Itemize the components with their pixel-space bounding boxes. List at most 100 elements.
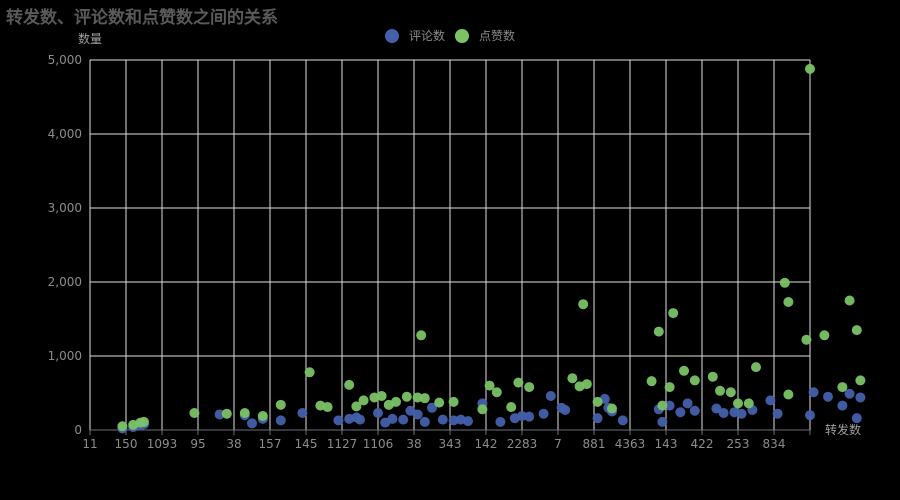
point-comments[interactable] <box>247 418 257 429</box>
point-comments[interactable] <box>214 409 225 420</box>
point-comments[interactable] <box>855 392 866 403</box>
point-comments[interactable] <box>297 407 308 418</box>
point-likes[interactable] <box>358 395 369 406</box>
point-likes[interactable] <box>491 387 502 398</box>
point-likes[interactable] <box>434 397 445 408</box>
point-comments[interactable] <box>538 408 549 419</box>
point-comments[interactable] <box>560 405 571 416</box>
point-likes[interactable] <box>819 330 830 341</box>
point-comments[interactable] <box>448 415 459 426</box>
point-likes[interactable] <box>855 375 866 386</box>
point-likes[interactable] <box>513 377 524 388</box>
point-likes[interactable] <box>239 407 250 418</box>
point-likes[interactable] <box>412 392 423 403</box>
point-likes[interactable] <box>448 396 459 407</box>
point-likes[interactable] <box>419 393 430 404</box>
point-likes[interactable] <box>376 390 387 401</box>
point-likes[interactable] <box>801 334 812 345</box>
point-likes[interactable] <box>657 400 668 411</box>
point-likes[interactable] <box>607 403 617 414</box>
point-comments[interactable] <box>808 387 819 398</box>
point-likes[interactable] <box>805 63 815 74</box>
point-likes[interactable] <box>139 416 149 427</box>
point-likes[interactable] <box>477 404 488 415</box>
point-likes[interactable] <box>844 295 855 306</box>
point-likes[interactable] <box>416 330 427 341</box>
point-comments[interactable] <box>524 411 535 422</box>
point-likes[interactable] <box>725 387 736 398</box>
point-likes[interactable] <box>689 375 700 386</box>
point-comments[interactable] <box>437 414 448 425</box>
point-likes[interactable] <box>707 371 718 382</box>
point-likes[interactable] <box>715 385 725 396</box>
point-comments[interactable] <box>718 407 729 418</box>
point-comments[interactable] <box>736 408 747 419</box>
x-tick-label: 1106 <box>363 437 394 451</box>
point-likes[interactable] <box>391 396 401 407</box>
point-likes[interactable] <box>851 325 862 336</box>
point-likes[interactable] <box>351 401 362 412</box>
point-comments[interactable] <box>765 395 776 406</box>
point-likes[interactable] <box>189 407 200 418</box>
point-comments[interactable] <box>675 407 686 418</box>
point-comments[interactable] <box>689 405 700 416</box>
point-likes[interactable] <box>322 402 333 413</box>
point-comments[interactable] <box>398 414 409 425</box>
point-comments[interactable] <box>844 388 855 399</box>
point-likes[interactable] <box>779 277 790 288</box>
point-likes[interactable] <box>653 326 664 337</box>
point-likes[interactable] <box>751 362 761 373</box>
point-comments[interactable] <box>837 400 848 411</box>
point-likes[interactable] <box>567 373 578 384</box>
point-comments[interactable] <box>495 416 506 427</box>
point-likes[interactable] <box>679 365 689 376</box>
point-likes[interactable] <box>304 367 315 378</box>
point-likes[interactable] <box>592 396 603 407</box>
point-likes[interactable] <box>733 398 743 409</box>
point-likes[interactable] <box>646 376 657 387</box>
point-likes[interactable] <box>257 410 268 421</box>
point-likes[interactable] <box>664 382 675 393</box>
point-comments[interactable] <box>355 414 365 425</box>
point-comments[interactable] <box>545 390 556 401</box>
point-comments[interactable] <box>373 407 383 418</box>
point-comments[interactable] <box>412 409 423 420</box>
point-comments[interactable] <box>333 415 344 426</box>
point-likes[interactable] <box>221 408 232 419</box>
legend-item-likes[interactable]: 点赞数 <box>455 28 515 43</box>
point-comments[interactable] <box>592 413 603 424</box>
point-comments[interactable] <box>517 410 527 421</box>
legend-item-comments[interactable]: 评论数 <box>385 28 445 43</box>
point-comments[interactable] <box>419 416 430 427</box>
point-comments[interactable] <box>617 415 628 426</box>
point-comments[interactable] <box>805 410 815 421</box>
point-comments[interactable] <box>387 413 398 424</box>
point-likes[interactable] <box>581 379 592 390</box>
point-comments[interactable] <box>275 415 286 426</box>
point-likes[interactable] <box>837 382 848 393</box>
y-tick-label: 0 <box>74 423 82 437</box>
point-comments[interactable] <box>851 413 862 424</box>
point-likes[interactable] <box>524 382 535 393</box>
x-tick-label: 38 <box>226 437 241 451</box>
point-likes[interactable] <box>578 299 589 310</box>
point-comments[interactable] <box>823 391 833 402</box>
point-comments[interactable] <box>657 416 668 427</box>
legend[interactable]: 评论数 点赞数 <box>385 28 515 43</box>
point-likes[interactable] <box>484 380 495 391</box>
point-likes[interactable] <box>783 389 794 400</box>
point-likes[interactable] <box>275 399 286 410</box>
point-comments[interactable] <box>427 402 437 413</box>
point-likes[interactable] <box>668 308 679 319</box>
point-likes[interactable] <box>117 421 128 432</box>
point-comments[interactable] <box>711 403 722 414</box>
point-likes[interactable] <box>783 296 794 307</box>
point-likes[interactable] <box>743 398 754 409</box>
point-comments[interactable] <box>463 416 473 427</box>
point-likes[interactable] <box>344 379 355 390</box>
point-comments[interactable] <box>682 398 693 409</box>
point-likes[interactable] <box>401 391 412 402</box>
point-likes[interactable] <box>506 402 517 413</box>
point-comments[interactable] <box>772 408 783 419</box>
point-comments[interactable] <box>664 400 675 411</box>
